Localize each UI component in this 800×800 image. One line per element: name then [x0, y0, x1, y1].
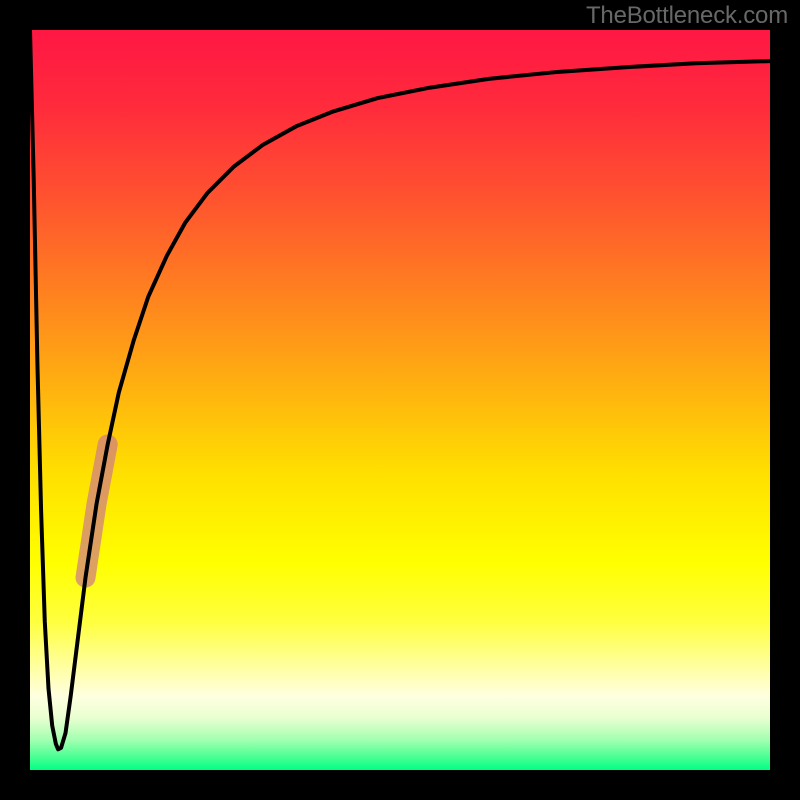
watermark-label: TheBottleneck.com	[586, 2, 788, 30]
bottleneck-chart	[0, 0, 800, 800]
chart-container: { "watermark": { "text": "TheBottleneck.…	[0, 0, 800, 800]
